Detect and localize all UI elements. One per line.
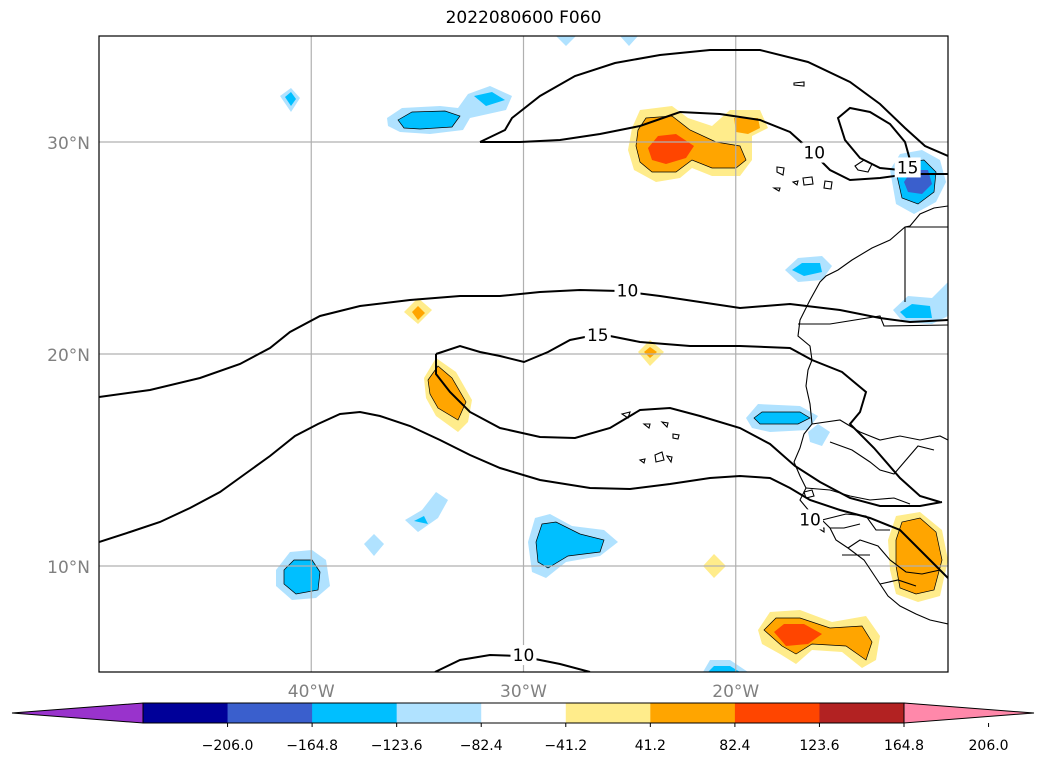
colorbar-tick-label: −123.6	[371, 738, 423, 754]
shaded-positive-areas	[404, 106, 948, 668]
colorbar-extend-high	[903, 702, 1035, 724]
colorbar-swatch	[734, 703, 820, 723]
colorbar-swatch	[481, 703, 567, 723]
colorbar-swatch	[819, 703, 905, 723]
colorbar-tick-label: −164.8	[286, 738, 338, 754]
contour-label: 15	[894, 157, 921, 178]
colorbar-extend-low	[11, 702, 144, 724]
plot-frame	[98, 35, 949, 673]
colorbar-tick-label: 41.2	[635, 738, 666, 754]
contour-label: 10	[510, 645, 537, 666]
lon-tick-label: 30°W	[500, 682, 547, 702]
contour-label: 15	[584, 324, 611, 346]
colorbar-tick-label: 164.8	[884, 738, 924, 754]
contour-label: 10	[801, 142, 828, 164]
colorbar: −206.0 −164.8 −123.6 −82.4 −41.2 41.2 82.4 123.…	[11, 702, 1035, 754]
shaded-edge-lines	[283, 110, 943, 661]
contour-label: 10	[614, 280, 641, 301]
colorbar-swatch	[650, 703, 736, 723]
lat-tick-label: 30°N	[47, 134, 90, 154]
colorbar-tick-label: −82.4	[460, 738, 503, 754]
colorbar-swatch	[396, 703, 482, 723]
colorbar-swatch	[143, 703, 229, 723]
contour-lines	[99, 49, 948, 672]
colorbar-tick-label: −41.2	[544, 738, 587, 754]
colorbar-tick-label: −206.0	[202, 738, 254, 754]
svg-text:10: 10	[803, 144, 825, 164]
latitude-tick-labels: 30°N 20°N 10°N	[47, 134, 90, 578]
colorbar-swatch	[312, 703, 398, 723]
lon-tick-label: 40°W	[288, 682, 335, 702]
lon-tick-label: 20°W	[712, 682, 759, 702]
map-title: 2022080600 F060	[445, 8, 602, 28]
contour-labels: 10 15 10 15 10 10	[510, 142, 921, 666]
contour-label: 10	[797, 509, 824, 530]
coastlines	[620, 81, 948, 625]
colorbar-tick-label: 206.0	[969, 738, 1009, 754]
colorbar-swatch	[227, 703, 313, 723]
svg-text:10: 10	[513, 646, 535, 666]
gridlines	[99, 36, 948, 672]
colorbar-tick-label: 123.6	[799, 738, 839, 754]
lat-tick-label: 20°N	[47, 346, 90, 366]
svg-text:15: 15	[587, 326, 609, 346]
lat-tick-label: 10°N	[47, 558, 90, 578]
svg-text:15: 15	[897, 158, 919, 178]
colorbar-frame	[142, 702, 905, 724]
svg-text:10: 10	[617, 281, 639, 301]
colorbar-swatch	[565, 703, 651, 723]
colorbar-tick-label: 82.4	[719, 738, 750, 754]
longitude-tick-labels: 40°W 30°W 20°W	[288, 682, 760, 702]
svg-text:10: 10	[799, 510, 821, 530]
